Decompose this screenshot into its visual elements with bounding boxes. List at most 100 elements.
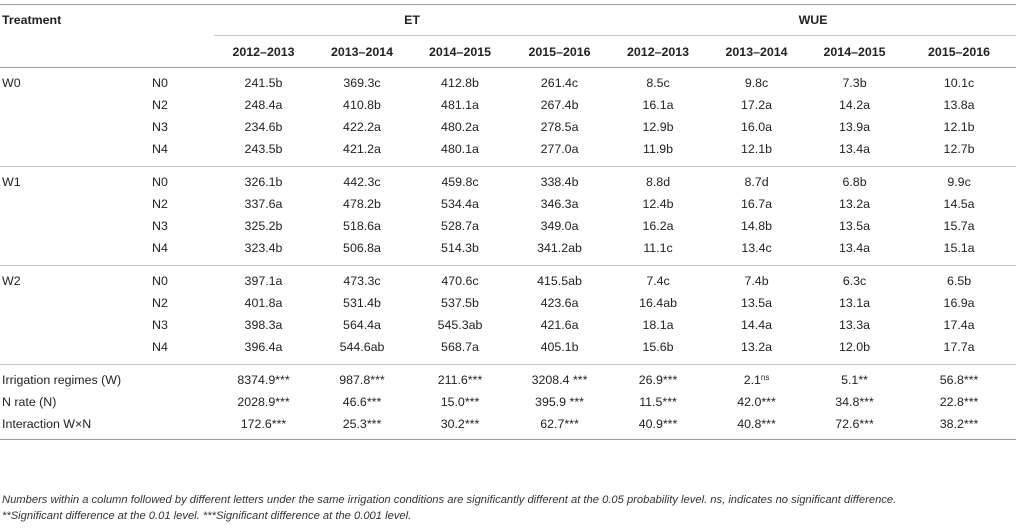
wue-value-cell: 6.8b <box>842 175 867 189</box>
stats-et-cell: 172.6*** <box>240 417 287 431</box>
stats-wue-value: 11.5*** <box>639 395 677 409</box>
wue-value-cell: 14.2a <box>839 98 871 112</box>
stats-et-cell: 46.6*** <box>342 395 382 409</box>
stats-wue-value: 22.8*** <box>939 395 979 409</box>
treatment-cell <box>0 116 152 138</box>
et-value-cell: 338.4b <box>540 175 579 189</box>
table-row: N4 323.4b 506.8a 514.3b 341.2ab 11.1c 13.4c 13.… <box>0 237 1016 266</box>
et-value-cell: 480.1a <box>441 142 479 156</box>
wue-value-cell: 13.2a <box>839 197 871 211</box>
et-value-cell: 473.3c <box>343 274 381 288</box>
et-value-cell: 518.6a <box>343 219 381 233</box>
treatment-cell: W2 <box>2 274 21 288</box>
stats-wue-value: 72.6*** <box>835 417 874 431</box>
wue-value-cell: 17.4a <box>943 318 975 332</box>
stats-et-cell: 211.6*** <box>437 373 483 387</box>
stats-et-cell: 25.3*** <box>342 417 382 431</box>
wue-value-cell: 7.4b <box>744 274 769 288</box>
n-level-cell: N2 <box>152 296 168 310</box>
wue-value-cell: 14.5a <box>943 197 975 211</box>
wue-value-cell: 12.9b <box>642 120 674 134</box>
table-row: W2 N0 397.1a 473.3c 470.6c 415.5ab 7.4c 7.4b 6.3… <box>0 266 1016 293</box>
table-row: N3 398.3a 564.4a 545.3ab 421.6a 18.1a 14.4a 13.… <box>0 314 1016 336</box>
wue-value-cell: 13.1a <box>839 296 871 310</box>
et-value-cell: 349.0a <box>540 219 579 233</box>
et-value-cell: 423.6a <box>540 296 579 310</box>
table-footnote: Numbers within a column followed by diff… <box>2 492 1014 524</box>
wue-value-cell: 12.7b <box>943 142 975 156</box>
stats-wue-value: 5.1** <box>841 373 868 387</box>
stats-row: N rate (N) 2028.9*** 46.6*** 15.0*** 395.9 *… <box>0 391 1016 413</box>
et-value-cell: 241.5b <box>244 76 283 90</box>
wue-value-cell: 11.1c <box>643 241 673 255</box>
wue-value-cell: 18.1a <box>642 318 674 332</box>
treatment-cell: W0 <box>2 76 21 90</box>
et-value-cell: 396.4a <box>244 340 283 354</box>
et-value-cell: 564.4a <box>343 318 381 332</box>
wue-value-cell: 10.1c <box>943 76 975 90</box>
et-value-cell: 277.0a <box>540 142 579 156</box>
header-row-2: 2012–2013 2013–2014 2014–2015 2015–2016 … <box>0 36 1016 68</box>
wue-value-cell: 9.8c <box>744 76 769 90</box>
table-row: W1 N0 326.1b 442.3c 459.8c 338.4b 8.8d 8.7d 6.8b… <box>0 167 1016 194</box>
et-value-cell: 369.3c <box>343 76 381 90</box>
stats-wue-value: 38.2*** <box>939 417 979 431</box>
et-value-cell: 470.6c <box>441 274 479 288</box>
wue-value-cell: 16.7a <box>741 197 773 211</box>
n-level-cell: N3 <box>152 219 168 233</box>
table-row: N2 248.4a 410.8b 481.1a 267.4b 16.1a 17.2a 14.2… <box>0 94 1016 116</box>
stats-wue-cell: 40.9*** <box>610 413 706 440</box>
wue-value-cell: 7.3b <box>842 76 867 90</box>
et-value-cell: 325.2b <box>244 219 283 233</box>
wue-value-cell: 11.9b <box>642 142 674 156</box>
wue-value-cell: 16.0a <box>741 120 773 134</box>
table-row: N4 243.5b 421.2a 480.1a 277.0a 11.9b 12.1b 13.4… <box>0 138 1016 167</box>
et-value-cell: 346.3a <box>540 197 579 211</box>
et-value-cell: 405.1b <box>540 340 579 354</box>
et-value-cell: 401.8a <box>244 296 283 310</box>
n-level-cell: N4 <box>152 142 168 156</box>
stats-wue-value: 40.8*** <box>737 417 776 431</box>
wue-value-cell: 16.1a <box>642 98 674 112</box>
wue-value-cell: 15.1a <box>943 241 975 255</box>
stats-wue-cell: 72.6*** <box>807 413 902 440</box>
n-level-cell: N2 <box>152 98 168 112</box>
treatment-cell <box>0 292 152 314</box>
et-year-header: 2013–2014 <box>330 44 394 59</box>
et-value-cell: 415.5ab <box>537 274 582 288</box>
stats-wue-value: 42.0*** <box>737 395 776 409</box>
wue-value-cell: 9.9c <box>947 175 971 189</box>
wue-value-cell: 8.7d <box>744 175 769 189</box>
et-header: ET <box>214 4 611 36</box>
footnote-line-2: **Significant difference at the 0.01 lev… <box>2 510 412 522</box>
et-value-cell: 397.1a <box>244 274 283 288</box>
et-value-cell: 267.4b <box>540 98 579 112</box>
wue-value-cell: 16.2a <box>642 219 674 233</box>
treatment-cell <box>0 138 152 167</box>
et-value-cell: 534.4a <box>441 197 479 211</box>
wue-value-cell: 17.7a <box>943 340 975 354</box>
et-value-cell: 410.8b <box>343 98 381 112</box>
footnote-line-1: Numbers within a column followed by diff… <box>2 494 897 506</box>
et-value-cell: 421.2a <box>343 142 381 156</box>
wue-value-cell: 17.2a <box>741 98 773 112</box>
stats-et-cell: 15.0*** <box>440 395 480 409</box>
et-value-cell: 278.5a <box>540 120 579 134</box>
stats-et-cell: 62.7*** <box>540 417 579 431</box>
stats-wue-cell: 42.0*** <box>706 391 807 413</box>
wue-value-cell: 15.7a <box>943 219 975 233</box>
n-level-cell: N4 <box>152 241 168 255</box>
wue-year-header: 2013–2014 <box>725 44 788 59</box>
wue-value-cell: 13.3a <box>839 318 871 332</box>
treatment-cell <box>0 237 152 266</box>
et-value-cell: 261.4c <box>540 76 579 90</box>
n-level-cell: N3 <box>152 120 168 134</box>
wue-value-cell: 13.4a <box>839 142 871 156</box>
treatment-cell <box>0 314 152 336</box>
et-value-cell: 528.7a <box>441 219 479 233</box>
stats-wue-cell: 11.5*** <box>610 391 706 413</box>
treatment-header: Treatment <box>2 13 62 28</box>
wue-year-header: 2012–2013 <box>627 44 690 59</box>
n-level-cell: N4 <box>152 340 168 354</box>
